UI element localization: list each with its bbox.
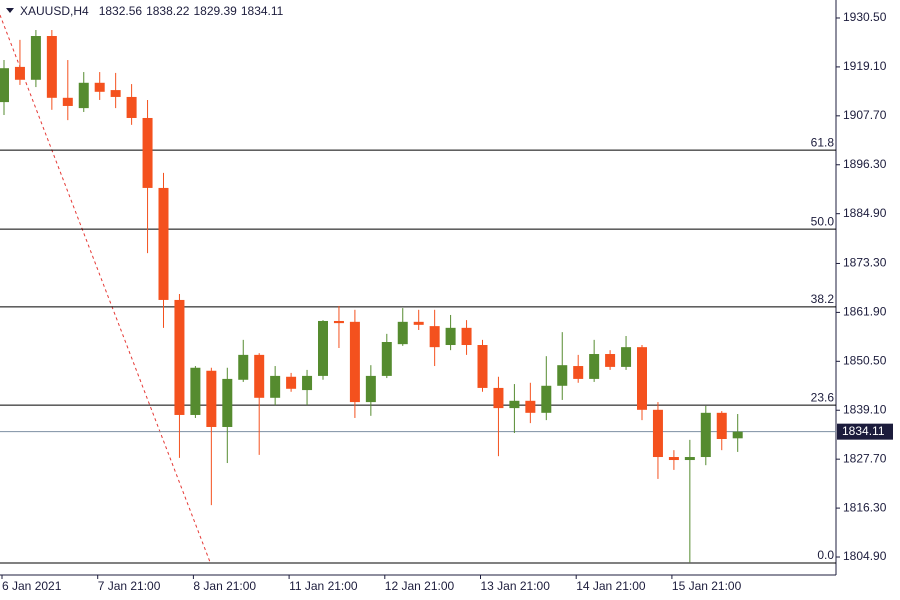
candle-body: [222, 378, 233, 427]
fib-label: 61.8: [811, 135, 835, 149]
candle-body: [365, 375, 376, 403]
y-tick-label: 1919.10: [843, 59, 887, 73]
candle-body: [349, 321, 360, 403]
y-tick-label: 1907.70: [843, 108, 887, 122]
candle-body: [716, 412, 727, 439]
candle-body: [190, 367, 201, 415]
fib-label: 23.6: [811, 390, 835, 404]
candle-body: [477, 345, 488, 388]
candle-body: [429, 326, 440, 348]
y-tick-label: 1930.50: [843, 10, 887, 24]
x-tick-label: 12 Jan 21:00: [385, 579, 455, 593]
y-tick-label: 1850.50: [843, 353, 887, 367]
candle-body: [541, 385, 552, 413]
x-tick-label: 6 Jan 2021: [2, 579, 62, 593]
candle-body: [126, 96, 137, 118]
candle-body: [493, 387, 504, 409]
last-price-box: [837, 423, 893, 440]
y-tick-label: 1861.90: [843, 305, 887, 319]
plot-area: [0, 0, 836, 575]
trend-line: [0, 14, 211, 563]
fib-label: 0.0: [817, 548, 834, 562]
x-tick-label: 7 Jan 21:00: [98, 579, 161, 593]
x-tick-label: 15 Jan 21:00: [672, 579, 742, 593]
candle-body: [381, 342, 392, 376]
candle-body: [46, 36, 57, 98]
menu-arrow[interactable]: [6, 8, 14, 13]
candle-body: [684, 457, 695, 461]
candle-body: [0, 68, 9, 103]
x-tick-label: 13 Jan 21:00: [481, 579, 551, 593]
candle-body: [652, 409, 663, 458]
candle-body: [78, 82, 89, 109]
candle-body: [333, 320, 344, 324]
header-value: 1832.56: [99, 4, 143, 18]
candle-body: [158, 187, 169, 300]
candle-body: [142, 117, 153, 188]
last-price-label: 1834.11: [842, 424, 885, 438]
candle-body: [525, 400, 536, 413]
candle-body: [445, 327, 456, 346]
candle-body: [621, 347, 632, 367]
candle-body: [509, 400, 520, 409]
fib-label: 38.2: [811, 292, 835, 306]
candle-body: [238, 354, 249, 380]
y-tick-label: 1839.10: [843, 402, 887, 416]
candle-body: [110, 90, 121, 97]
candle-body: [461, 327, 472, 346]
candle-body: [174, 299, 185, 415]
header: XAUUSD,H4: [20, 4, 89, 18]
fib-label: 50.0: [811, 214, 835, 228]
candle-body: [732, 431, 743, 439]
candle-body: [605, 354, 616, 367]
x-tick-label: 14 Jan 21:00: [576, 579, 646, 593]
candle-body: [318, 320, 328, 376]
candle-body: [14, 66, 25, 80]
candle-body: [557, 365, 568, 386]
x-tick-label: 8 Jan 21:00: [193, 579, 256, 593]
candle-body: [286, 376, 297, 389]
candle-body: [700, 412, 711, 458]
candle-body: [62, 97, 73, 106]
candle-body: [302, 375, 313, 391]
candle-body: [30, 36, 41, 80]
y-tick-label: 1896.30: [843, 157, 887, 171]
candle-body: [589, 354, 600, 379]
symbol-title: XAUUSD,H4: [20, 4, 89, 18]
candle-body: [254, 354, 265, 398]
y-tick-label: 1827.70: [843, 451, 887, 465]
candle-body: [413, 321, 424, 325]
candle-body: [94, 82, 105, 92]
candle-body: [397, 321, 408, 345]
candle-body: [206, 370, 217, 427]
header-value: 1838.22: [146, 4, 190, 18]
candle-body: [573, 366, 584, 379]
y-tick-label: 1816.30: [843, 500, 887, 514]
y-tick-label: 1884.90: [843, 206, 887, 220]
header-value: 1834.11: [241, 4, 284, 18]
candle-body: [668, 457, 679, 461]
header-value: 1829.39: [193, 4, 237, 18]
candle-body: [637, 347, 647, 410]
y-tick-label: 1804.90: [843, 549, 887, 563]
candle-body: [270, 375, 281, 398]
y-tick-label: 1873.30: [843, 256, 887, 270]
x-tick-label: 11 Jan 21:00: [289, 579, 358, 593]
